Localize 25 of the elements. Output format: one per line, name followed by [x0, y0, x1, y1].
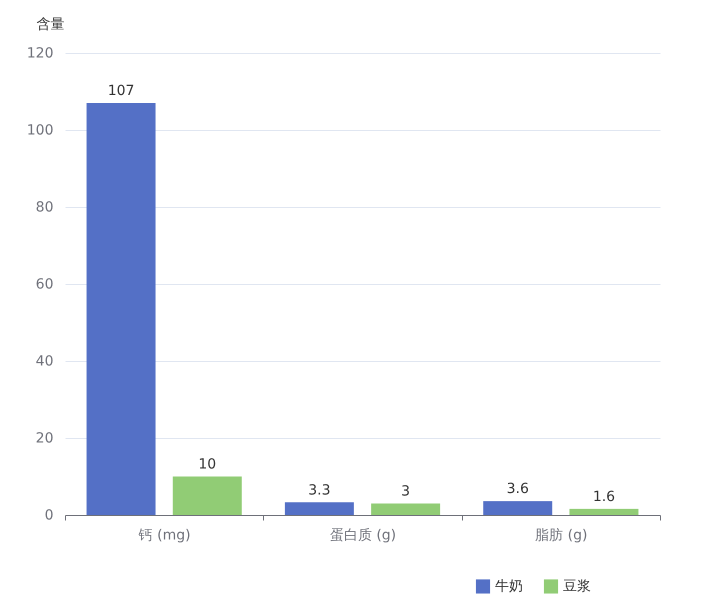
data-label: 3	[401, 483, 410, 500]
bar	[371, 503, 440, 515]
bar	[284, 502, 354, 515]
y-tick-label: 100	[26, 122, 54, 138]
bar	[569, 508, 638, 515]
data-label: 107	[108, 83, 134, 100]
bar	[86, 103, 156, 515]
y-tick-label: 60	[36, 276, 54, 292]
y-axis-title: 含量	[36, 16, 64, 32]
legend-label: 豆浆	[563, 578, 591, 594]
data-label: 10	[198, 456, 216, 472]
y-tick-label: 0	[44, 508, 54, 524]
data-label: 1.6	[592, 488, 616, 505]
data-label: 3.6	[506, 481, 529, 498]
y-tick-label: 80	[36, 200, 54, 216]
x-tick-label: 钙 (mg)	[138, 528, 191, 544]
x-tick-label: 蛋白质 (g)	[330, 528, 396, 544]
data-label: 3.3	[308, 482, 331, 498]
y-tick-label: 120	[26, 46, 54, 62]
bar	[172, 476, 242, 515]
y-tick-label: 40	[36, 354, 54, 370]
bar	[483, 501, 552, 515]
legend-label: 牛奶	[495, 578, 523, 594]
y-tick-label: 20	[36, 430, 54, 446]
x-tick-label: 脂肪 (g)	[535, 528, 588, 544]
